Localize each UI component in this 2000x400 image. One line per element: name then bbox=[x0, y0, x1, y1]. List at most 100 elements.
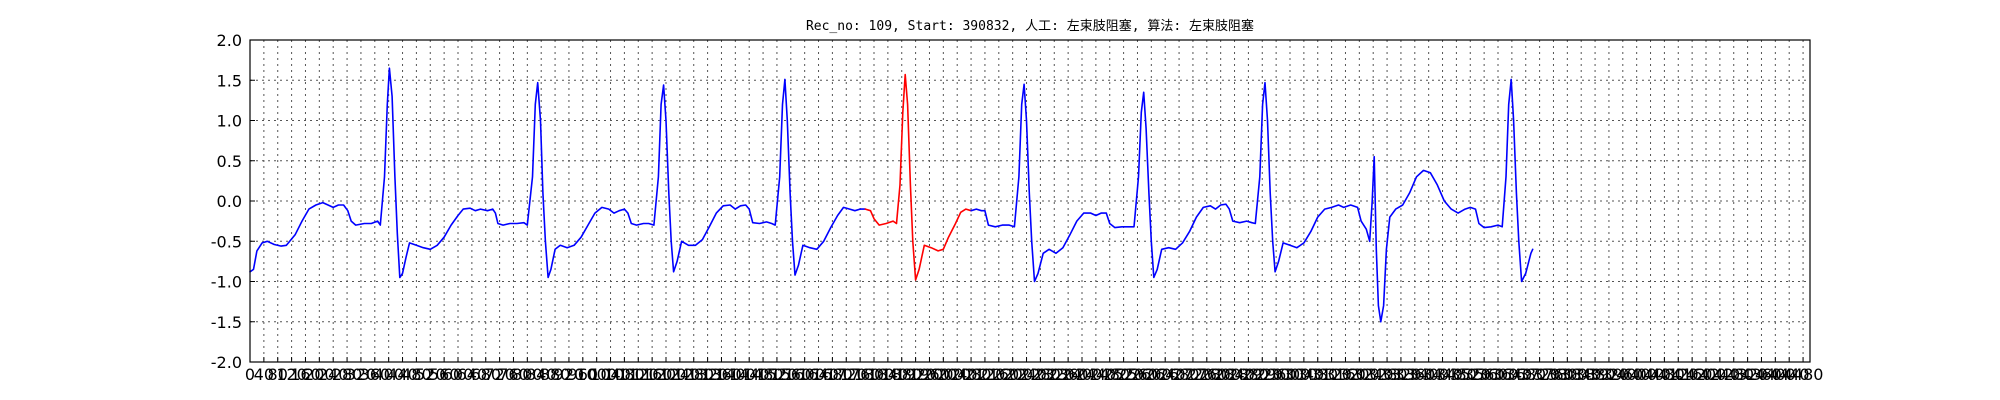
x-tick-label: 2600 bbox=[1131, 365, 1172, 384]
x-tick-label: 4200 bbox=[1686, 365, 1727, 384]
x-tick-label: 1280 bbox=[673, 365, 714, 384]
x-tick-label: 2120 bbox=[965, 365, 1006, 384]
series-layer bbox=[249, 67, 1534, 323]
x-tick-label: 3880 bbox=[1575, 365, 1616, 384]
x-tick-label: 1600 bbox=[784, 365, 825, 384]
y-tick-label: 0.5 bbox=[217, 152, 242, 171]
x-tick-label: 2160 bbox=[978, 365, 1019, 384]
x-tick-label: 1160 bbox=[632, 365, 673, 384]
x-tick-label: 2680 bbox=[1159, 365, 1200, 384]
x-tick-label: 1760 bbox=[840, 365, 881, 384]
x-tick-label: 760 bbox=[498, 365, 529, 384]
x-tick-label: 4480 bbox=[1783, 365, 1824, 384]
y-tick-label: 1.5 bbox=[217, 71, 242, 90]
x-tick-label: 680 bbox=[470, 365, 501, 384]
x-tick-label: 3400 bbox=[1408, 365, 1449, 384]
x-tick-label: 360 bbox=[360, 365, 391, 384]
x-tick-label: 1200 bbox=[646, 365, 687, 384]
x-tick-label: 3160 bbox=[1325, 365, 1366, 384]
x-tick-label: 160 bbox=[290, 365, 321, 384]
x-tick-label: 2400 bbox=[1062, 365, 1103, 384]
x-tick-label: 3560 bbox=[1464, 365, 1505, 384]
x-tick-label: 3680 bbox=[1505, 365, 1546, 384]
x-tick-label: 3760 bbox=[1533, 365, 1574, 384]
x-tick-label: 3640 bbox=[1492, 365, 1533, 384]
x-tick-label: 3240 bbox=[1353, 365, 1394, 384]
x-tick-label: 640 bbox=[457, 365, 488, 384]
x-tick-label: 1880 bbox=[881, 365, 922, 384]
x-tick-label: 1720 bbox=[826, 365, 867, 384]
x-tick-label: 2760 bbox=[1186, 365, 1227, 384]
ecg-trace-segment-2 bbox=[864, 73, 972, 281]
x-tick-label: 840 bbox=[526, 365, 557, 384]
y-axis: 2.0 1.5 1.0 0.5 0.0 -0.5 -1.0 -1.5 -2.0 bbox=[211, 31, 255, 372]
x-tick-label: 920 bbox=[554, 365, 585, 384]
x-tick-label: 400 bbox=[373, 365, 404, 384]
y-tick-label: 2.0 bbox=[217, 31, 242, 50]
x-tick-label: 120 bbox=[276, 365, 307, 384]
x-axis: 0408012016020024028032036040044048052056… bbox=[245, 357, 1824, 384]
x-tick-label: 600 bbox=[443, 365, 474, 384]
x-tick-label: 2800 bbox=[1200, 365, 1241, 384]
x-tick-label: 2640 bbox=[1145, 365, 1186, 384]
x-tick-label: 1400 bbox=[715, 365, 756, 384]
x-tick-label: 2720 bbox=[1173, 365, 1214, 384]
x-tick-label: 2440 bbox=[1076, 365, 1117, 384]
x-tick-label: 2840 bbox=[1214, 365, 1255, 384]
x-tick-label: 4000 bbox=[1616, 365, 1657, 384]
x-tick-label: 1480 bbox=[743, 365, 784, 384]
x-tick-label: 2320 bbox=[1034, 365, 1075, 384]
x-tick-label: 3200 bbox=[1339, 365, 1380, 384]
x-tick-label: 3800 bbox=[1547, 365, 1588, 384]
x-tick-label: 520 bbox=[415, 365, 446, 384]
x-tick-label: 2200 bbox=[992, 365, 1033, 384]
x-tick-label: 3840 bbox=[1561, 365, 1602, 384]
x-tick-label: 3520 bbox=[1450, 365, 1491, 384]
y-tick-label: -1.0 bbox=[211, 273, 242, 292]
x-tick-label: 3320 bbox=[1381, 365, 1422, 384]
x-tick-label: 2040 bbox=[937, 365, 978, 384]
x-tick-label: 3480 bbox=[1436, 365, 1477, 384]
x-tick-label: 880 bbox=[540, 365, 571, 384]
y-tick-label: -0.5 bbox=[211, 232, 242, 251]
ecg-trace-segment-3 bbox=[970, 78, 1534, 323]
x-tick-label: 4320 bbox=[1727, 365, 1768, 384]
x-tick-label: 4280 bbox=[1713, 365, 1754, 384]
y-tick-label: -1.5 bbox=[211, 313, 242, 332]
x-tick-label: 4160 bbox=[1672, 365, 1713, 384]
x-tick-label: 2080 bbox=[951, 365, 992, 384]
x-tick-label: 4440 bbox=[1769, 365, 1810, 384]
x-tick-label: 1800 bbox=[854, 365, 895, 384]
x-tick-label: 3280 bbox=[1367, 365, 1408, 384]
x-tick-label: 3440 bbox=[1422, 365, 1463, 384]
x-tick-label: 1840 bbox=[868, 365, 909, 384]
x-tick-label: 1440 bbox=[729, 365, 770, 384]
ecg-trace-segment-1 bbox=[249, 67, 867, 279]
x-tick-label: 1240 bbox=[660, 365, 701, 384]
x-tick-label: 1640 bbox=[798, 365, 839, 384]
x-tick-label: 3600 bbox=[1478, 365, 1519, 384]
x-tick-label: 2480 bbox=[1089, 365, 1130, 384]
x-tick-label: 2960 bbox=[1256, 365, 1297, 384]
x-tick-label: 720 bbox=[484, 365, 515, 384]
x-tick-label: 1960 bbox=[909, 365, 950, 384]
x-tick-label: 4400 bbox=[1755, 365, 1796, 384]
x-tick-label: 2280 bbox=[1020, 365, 1061, 384]
x-tick-label: 200 bbox=[304, 365, 335, 384]
x-tick-label: 1120 bbox=[618, 365, 659, 384]
x-tick-label: 480 bbox=[401, 365, 432, 384]
y-tick-label: 1.0 bbox=[217, 112, 242, 131]
x-tick-label: 1320 bbox=[687, 365, 728, 384]
x-tick-label: 560 bbox=[429, 365, 460, 384]
x-tick-label: 1080 bbox=[604, 365, 645, 384]
x-tick-label: 4360 bbox=[1741, 365, 1782, 384]
x-tick-label: 800 bbox=[512, 365, 543, 384]
x-tick-label: 3360 bbox=[1394, 365, 1435, 384]
x-tick-label: 0 bbox=[245, 365, 255, 384]
x-tick-label: 1040 bbox=[590, 365, 631, 384]
x-tick-label: 1000 bbox=[576, 365, 617, 384]
x-tick-label: 4040 bbox=[1630, 365, 1671, 384]
x-tick-label: 320 bbox=[346, 365, 377, 384]
x-tick-label: 2240 bbox=[1006, 365, 1047, 384]
